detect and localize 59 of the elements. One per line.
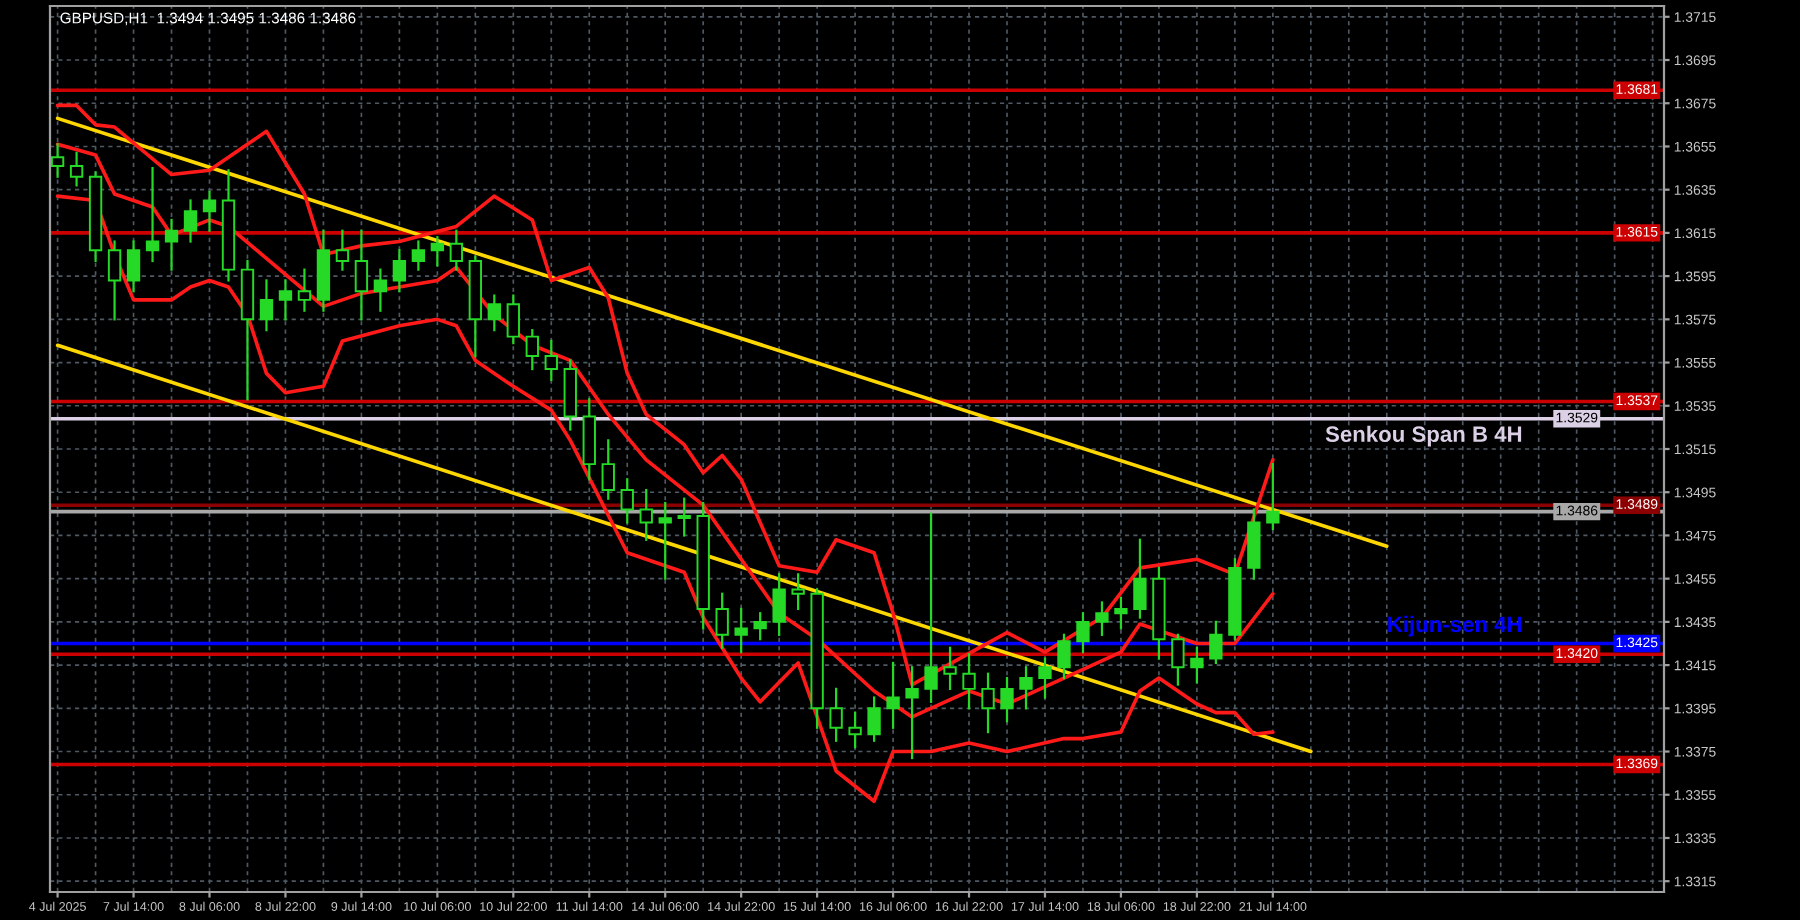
candlestick (1076, 612, 1090, 654)
candlestick (582, 398, 596, 481)
candlestick (164, 218, 179, 271)
candlestick (544, 339, 558, 381)
candlestick (392, 249, 407, 293)
candlestick (354, 229, 369, 321)
candlestick (1114, 597, 1128, 630)
candlestick (715, 592, 729, 649)
candlestick (449, 229, 464, 271)
candlestick (145, 166, 160, 263)
candlestick (1247, 508, 1261, 580)
candlestick (1057, 633, 1071, 680)
candlestick (335, 229, 350, 271)
candlestick (1209, 620, 1223, 665)
candlestick (563, 359, 577, 431)
candlestick (772, 573, 786, 636)
candlestick (278, 279, 293, 321)
candlestick (791, 573, 805, 611)
candlestick (1133, 538, 1147, 619)
candlestick (506, 294, 520, 345)
annotation: Kijun-sen 4H (1388, 615, 1522, 637)
candlestick (601, 439, 615, 500)
candlestick (69, 151, 84, 187)
candlestick (1171, 633, 1185, 686)
candlestick (107, 240, 122, 321)
candlestick (373, 268, 388, 312)
candlestick (1038, 657, 1052, 699)
candlestick (734, 607, 748, 654)
candlestick (943, 646, 957, 690)
candlestick (886, 661, 900, 729)
candlestick (1190, 646, 1204, 684)
candlestick (1266, 463, 1280, 531)
candlestick (620, 478, 634, 524)
annotation: Senkou Span B 4H (1325, 425, 1522, 447)
candlestick (50, 143, 65, 178)
candlestick (867, 696, 881, 742)
candlestick (924, 512, 938, 703)
candlestick (962, 653, 976, 710)
candlestick (411, 240, 426, 271)
candlestick (1000, 676, 1014, 723)
candlestick (202, 190, 217, 232)
candlestick (259, 279, 274, 332)
candlestick (658, 501, 672, 580)
candlestick (525, 329, 539, 371)
candlestick (126, 240, 141, 293)
candlestick (848, 711, 862, 749)
line-series (55, 194, 1275, 804)
candlestick (1019, 666, 1033, 710)
candlestick (905, 666, 919, 760)
candlestick (183, 199, 198, 243)
candlestick (677, 497, 691, 537)
candlestick (430, 236, 445, 267)
candlestick (1095, 601, 1109, 636)
candlestick (829, 687, 843, 742)
candlestick (981, 672, 995, 734)
candlestick (753, 612, 767, 641)
candlestick (639, 488, 653, 541)
candlestick (297, 268, 312, 312)
candlestick (487, 294, 501, 332)
